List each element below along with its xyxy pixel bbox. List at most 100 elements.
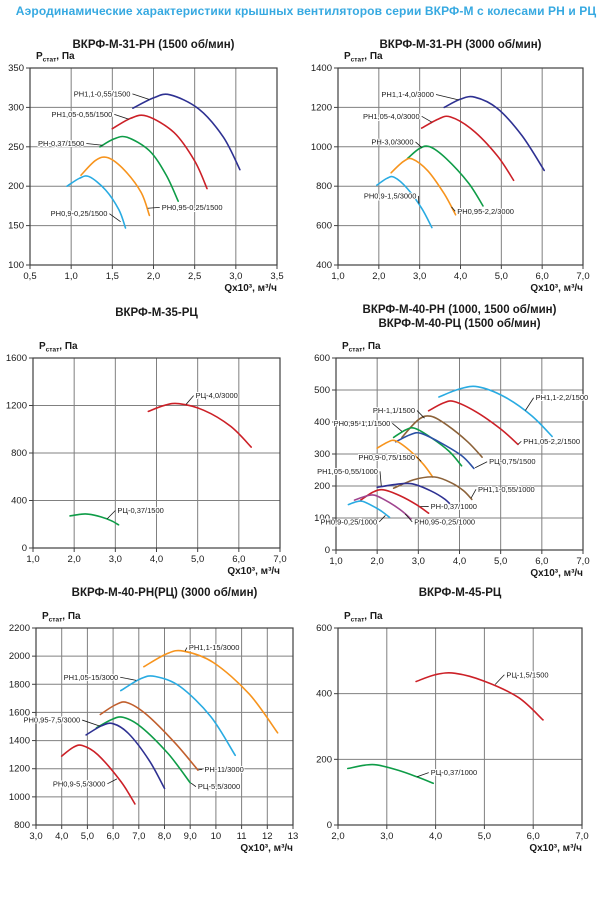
label-leader-line [379,471,382,487]
series-label: РЦ-0,75/1500 [489,457,535,466]
series-curve [427,400,519,446]
series-label: РЦ-0,37/1000 [431,768,477,777]
x-tick-label: 2,0 [147,271,160,282]
y-tick-label: 1600 [9,707,30,718]
y-tick-label: 1400 [311,63,332,74]
series-curve [401,415,483,458]
x-tick-label: 6,0 [535,556,548,567]
series-curve [443,95,545,172]
series-label: РН0,9-0,25/1500 [51,209,108,218]
x-tick-label: 9,0 [184,831,197,842]
x-tick-label: 3,0 [413,271,426,282]
x-tick-label: 3,0 [229,271,242,282]
y-tick-label: 1600 [6,353,27,364]
chart-title: ВКРФ-М-40-РН (1000, 1500 об/мин) [363,304,557,316]
x-tick-label: 5,0 [495,271,508,282]
label-leader-line [416,772,429,778]
x-tick-label: 2,0 [371,556,384,567]
chart-title: ВКРФ-М-40-РЦ (1500 об/мин) [378,318,540,330]
y-axis-unit-label: Рстат, Па [36,51,75,64]
x-tick-label: 4,0 [454,271,467,282]
label-leader-line [404,513,413,523]
x-tick-label: 5,0 [494,556,507,567]
series-curve [120,675,236,757]
label-leader-line [474,461,488,469]
y-tick-label: 300 [314,449,330,460]
x-tick-label: 3,0 [380,831,393,842]
x-tick-label: 1,0 [65,271,78,282]
series-curve [95,716,191,784]
label-leader-line [525,397,534,411]
y-tick-label: 150 [8,221,24,232]
x-tick-label: 1,5 [106,271,119,282]
x-tick-label: 2,0 [331,831,344,842]
series-curve [420,115,515,182]
label-leader-line [435,94,459,101]
chart-vkrf-m-35-rc: ВКРФ-М-35-РЦ 1,0 2,0 3,0 4,0 5,0 6,0 7,0 0 400 800… [6,300,306,600]
series-label: РН-1,1/1500 [373,406,415,415]
chart-title: ВКРФ-М-40-РН(РЦ) (3000 об/мин) [72,587,258,599]
label-leader-line [147,206,160,209]
series-label: РН1,05-0,55/1500 [51,110,112,119]
series-curve [347,763,434,785]
label-leader-line [114,113,129,120]
x-tick-label: 4,0 [453,556,466,567]
x-tick-label: 4,0 [150,554,163,565]
x-tick-label: 4,0 [55,831,68,842]
plot-frame [337,627,583,826]
y-tick-label: 800 [316,181,332,192]
y-tick-label: 1000 [9,792,30,803]
series-curve [359,488,430,514]
series-label: РЦ-1,5/1500 [506,670,548,679]
label-leader-line [421,115,433,123]
y-tick-label: 1800 [9,679,30,690]
chart-canvas: ВКРФ-М-31-РН (1500 об/мин) 0,5 1,0 1,5 2,0 2,… [8,39,283,294]
series-curve [111,114,208,190]
y-tick-label: 1400 [9,736,30,747]
x-tick-label: 2,0 [372,271,385,282]
label-leader-line [106,510,116,520]
label-leader-line [416,456,422,462]
plot-frame [29,67,278,266]
label-leader-line [392,423,403,432]
label-leader-line [190,782,197,787]
x-tick-label: 7,0 [576,271,589,282]
x-tick-label: 3,0 [109,554,122,565]
page-title: Аэродинамические характеристики крышных … [15,4,597,18]
series-curve [85,722,166,790]
plot-frame [32,357,281,549]
series-label: РН1,05-0,55/1000 [317,467,378,476]
chart-canvas: ВКРФ-М-35-РЦ 1,0 2,0 3,0 4,0 5,0 6,0 7,0 0 400 800… [6,307,287,577]
chart-vkrf-m-40-rn-rc-3000: ВКРФ-М-40-РН(РЦ) (3000 об/мин) 3,0 4,0 5,0 6… [6,580,306,880]
y-tick-label: 800 [14,820,30,831]
y-tick-label: 500 [314,385,330,396]
series-curve [347,500,391,519]
chart-title: ВКРФ-М-35-РЦ [115,307,198,319]
label-leader-line [86,143,103,146]
y-tick-label: 0 [22,543,27,554]
series-label: РЦ-0,37/1500 [117,506,163,515]
series-curve [406,145,484,207]
series-curve [392,427,463,467]
y-tick-label: 2200 [9,623,30,634]
label-leader-line [120,676,137,681]
x-tick-label: 7,0 [273,554,286,565]
chart-vkrf-m-40-rn-rc-1000-1500: ВКРФ-М-40-РН (1000, 1500 об/мин) ВКРФ-М-4… [306,300,606,600]
series-curve [60,744,136,805]
label-leader-line [185,395,194,405]
y-tick-label: 600 [316,623,332,634]
label-leader-line [109,213,121,222]
x-tick-label: 3,5 [270,271,283,282]
x-tick-label: 6,0 [232,554,245,565]
x-tick-label: 3,0 [412,556,425,567]
x-tick-label: 0,5 [23,271,36,282]
y-tick-label: 600 [316,221,332,232]
series-curve [80,156,151,217]
series-curve [376,439,434,478]
series-curve [376,175,433,229]
series-curve [99,701,199,771]
y-axis-unit-label: Рстат, Па [344,51,383,64]
y-axis-unit-label: Рстат, Па [39,341,78,354]
series-curve [438,385,553,438]
x-tick-label: 7,0 [576,556,589,567]
